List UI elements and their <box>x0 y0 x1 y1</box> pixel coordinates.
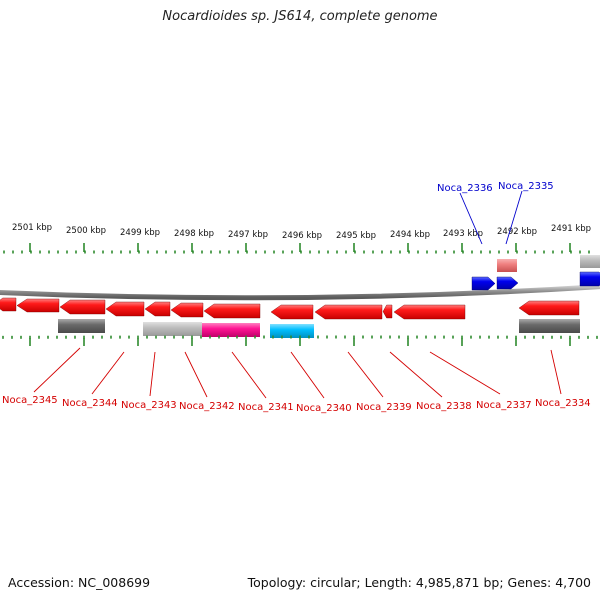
reverse-gene-label: Noca_2344 <box>62 398 118 409</box>
reverse-gene-arrow <box>59 299 106 315</box>
label-leader-line <box>149 351 156 397</box>
reverse-gene-arrow <box>144 301 171 317</box>
cyan-feature-bar <box>270 324 314 338</box>
reverse-gene-label: Noca_2340 <box>296 403 352 414</box>
light-gray-feature-bar <box>580 255 600 268</box>
gene-labels: Noca_2345 Noca_2344 Noca_2343 Noca_2342 Noca… <box>2 181 591 414</box>
ruler-label: 2492 kbp <box>497 227 537 237</box>
reverse-gene-arrow <box>16 298 60 313</box>
magenta-feature-bar <box>202 323 260 337</box>
genome-backbone <box>0 284 600 301</box>
label-leader-line <box>389 351 443 398</box>
label-leader-line <box>429 351 501 395</box>
genome-title: Nocardioides sp. JS614, complete genome <box>162 9 438 24</box>
ruler-tick-marks <box>3 243 590 254</box>
reverse-gene-label: Noca_2334 <box>535 398 591 409</box>
forward-gene-arrow <box>579 271 600 287</box>
ruler-label: 2494 kbp <box>390 230 430 240</box>
reverse-gene-label: Noca_2342 <box>179 401 235 412</box>
reverse-gene-arrow <box>393 304 466 320</box>
reverse-gene-label: Noca_2343 <box>121 400 177 411</box>
ruler-label: 2496 kbp <box>282 231 322 241</box>
reverse-gene-arrow <box>170 302 204 318</box>
reverse-gene-arrow <box>518 300 580 316</box>
label-leader-line <box>290 351 325 399</box>
ruler-label: 2497 kbp <box>228 230 268 240</box>
ruler-label: 2499 kbp <box>120 228 160 238</box>
ruler-label: 2500 kbp <box>66 226 106 236</box>
ruler-label: 2491 kbp <box>551 224 591 234</box>
reverse-gene-arrow <box>382 304 393 319</box>
gray-feature-bar <box>58 319 105 333</box>
gray-feature-bar <box>519 319 580 333</box>
pink-feature-bar <box>497 259 517 272</box>
reverse-gene-label: Noca_2338 <box>416 401 472 412</box>
reverse-gene-arrow <box>203 303 261 319</box>
ruler-label: 2495 kbp <box>336 231 376 241</box>
forward-gene-label: Noca_2336 <box>437 183 493 194</box>
label-leader-line <box>505 190 523 245</box>
label-leader-line <box>347 351 384 398</box>
reverse-gene-label: Noca_2337 <box>476 400 532 411</box>
ruler-label: 2501 kbp <box>12 223 52 233</box>
reverse-gene-arrow <box>270 304 314 320</box>
reverse-gene-label: Noca_2345 <box>2 395 58 406</box>
label-leader-line <box>184 351 208 398</box>
label-leader-line <box>231 351 267 399</box>
inner-tick-marks <box>2 335 598 346</box>
reverse-gene-arrow <box>105 301 145 317</box>
forward-gene-label: Noca_2335 <box>498 181 554 192</box>
label-leader-line <box>459 192 483 245</box>
genome-summary-text: Topology: circular; Length: 4,985,871 bp… <box>247 575 591 590</box>
label-leader-line <box>91 351 125 395</box>
ruler-label: 2493 kbp <box>443 229 483 239</box>
forward-gene-arrow <box>471 276 496 291</box>
label-leader-line <box>33 347 81 393</box>
light-gray-feature-bar <box>143 322 202 336</box>
ruler-labels: 2501 kbp 2500 kbp 2499 kbp 2498 kbp 2497 kbp… <box>12 223 591 241</box>
label-leader-lines <box>33 190 562 399</box>
ruler-label: 2498 kbp <box>174 229 214 239</box>
reverse-gene-label: Noca_2339 <box>356 402 412 413</box>
gene-features <box>0 255 600 338</box>
reverse-gene-arrow <box>0 297 17 312</box>
forward-gene-arrow <box>496 276 519 290</box>
reverse-gene-arrow <box>314 304 383 320</box>
accession-text: Accession: NC_008699 <box>8 575 151 590</box>
reverse-gene-label: Noca_2341 <box>238 402 294 413</box>
label-leader-line <box>550 349 562 395</box>
